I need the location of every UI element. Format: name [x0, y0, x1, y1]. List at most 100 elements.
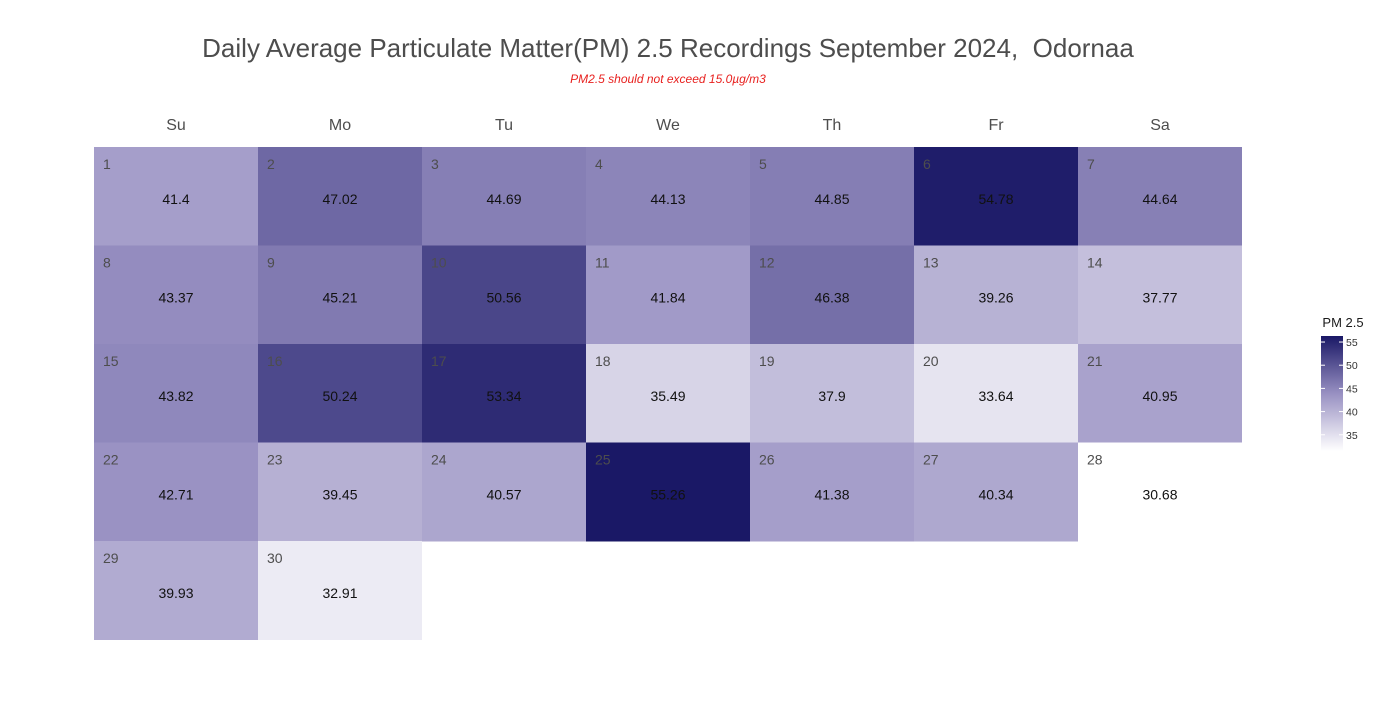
day-number: 22: [103, 452, 119, 468]
calendar-cell: 344.69: [422, 147, 586, 246]
cell-value-label: 37.77: [1142, 290, 1177, 306]
day-number: 14: [1087, 255, 1103, 271]
cell-value-label: 50.56: [486, 290, 521, 306]
day-number: 15: [103, 353, 119, 369]
legend-tick-label: 40: [1346, 407, 1358, 419]
day-number: 3: [431, 156, 439, 172]
cell-value-label: 44.85: [814, 191, 849, 207]
cell-value-label: 32.91: [322, 585, 357, 601]
cell-fill: [750, 245, 914, 345]
cell-value-label: 40.95: [1142, 388, 1177, 404]
cell-fill: [422, 344, 586, 443]
cell-value-label: 41.84: [650, 290, 685, 306]
weekday-label-sa: Sa: [1150, 117, 1170, 134]
cell-value-label: 50.24: [322, 388, 357, 404]
day-number: 5: [759, 156, 767, 172]
legend-title: PM 2.5: [1322, 315, 1363, 330]
cell-fill: [914, 147, 1078, 246]
day-number: 2: [267, 156, 275, 172]
day-number: 18: [595, 353, 611, 369]
cell-fill: [1078, 344, 1242, 443]
day-number: 8: [103, 255, 111, 271]
cell-value-label: 54.78: [978, 191, 1013, 207]
cell-fill: [258, 541, 422, 640]
cell-value-label: 46.38: [814, 290, 849, 306]
cell-fill: [94, 147, 258, 246]
day-number: 21: [1087, 353, 1103, 369]
day-number: 28: [1087, 452, 1103, 468]
day-number: 26: [759, 452, 775, 468]
day-number: 23: [267, 452, 283, 468]
cell-fill: [586, 147, 750, 246]
day-number: 27: [923, 452, 939, 468]
day-number: 19: [759, 353, 775, 369]
cell-value-label: 44.64: [1142, 191, 1177, 207]
legend-tick-label: 35: [1346, 430, 1358, 442]
calendar-cell: 17 53.34: [422, 344, 586, 443]
calendar-cell: 16 50.24: [258, 344, 422, 443]
calendar-cell: 19 37.9: [750, 344, 914, 443]
cell-value-label: 41.38: [814, 487, 849, 503]
cell-fill: [914, 442, 1078, 542]
cell-value-label: 42.71: [158, 487, 193, 503]
calendar-cell: 11 41.84: [586, 245, 750, 345]
day-number: 20: [923, 353, 939, 369]
cell-fill: [422, 442, 586, 542]
day-number: 7: [1087, 156, 1095, 172]
cell-value-label: 39.93: [158, 585, 193, 601]
cell-value-label: 44.69: [486, 191, 521, 207]
chart-title: Daily Average Particulate Matter(PM) 2.5…: [202, 33, 1134, 63]
legend-tick-label: 50: [1346, 360, 1358, 372]
day-number: 6: [923, 156, 931, 172]
cell-fill: [422, 245, 586, 345]
day-number: 30: [267, 550, 283, 566]
day-number: 12: [759, 255, 775, 271]
day-number: 25: [595, 452, 611, 468]
day-number: 4: [595, 156, 603, 172]
cell-fill: [586, 442, 750, 542]
cell-fill: [750, 147, 914, 246]
cell-value-label: 47.02: [322, 191, 357, 207]
calendar-cell: 21 40.95: [1078, 344, 1242, 443]
cell-fill: [94, 541, 258, 640]
cell-value-label: 53.34: [486, 388, 521, 404]
cell-fill: [750, 344, 914, 443]
weekday-label-tu: Tu: [495, 117, 513, 134]
cell-value-label: 35.49: [650, 388, 685, 404]
calendar-cell: 24 40.57: [422, 442, 586, 542]
color-legend: PM 2.5 35 40 45 50 55: [1321, 315, 1364, 451]
legend-colorbar: [1321, 336, 1343, 451]
cell-fill: [258, 245, 422, 345]
cell-fill: [94, 344, 258, 443]
cell-fill: [422, 147, 586, 246]
cell-value-label: 39.26: [978, 290, 1013, 306]
cell-value-label: 40.34: [978, 487, 1013, 503]
day-number: 11: [595, 255, 610, 271]
day-number: 10: [431, 255, 447, 271]
cell-fill: [258, 442, 422, 542]
cell-value-label: 33.64: [978, 388, 1013, 404]
cell-value-label: 43.82: [158, 388, 193, 404]
calendar-cell: 25 55.26: [586, 442, 750, 542]
day-number: 16: [267, 353, 283, 369]
calendar-cell: 444.13: [586, 147, 750, 246]
cell-fill: [586, 245, 750, 345]
calendar-cell: 22 42.71: [94, 442, 258, 542]
calendar-cell: 29 39.93: [94, 541, 258, 640]
calendar-cell: 744.64: [1078, 147, 1242, 246]
calendar-cell: 18 35.49: [586, 344, 750, 443]
cell-fill: [1078, 442, 1242, 542]
calendar-cell: 247.02: [258, 147, 422, 246]
cell-value-label: 55.26: [650, 487, 685, 503]
calendar-cell: 14 37.77: [1078, 245, 1242, 345]
cell-value-label: 43.37: [158, 290, 193, 306]
cell-fill: [1078, 245, 1242, 345]
cell-fill: [914, 245, 1078, 345]
cell-fill: [750, 442, 914, 542]
calendar-cell: 13 39.26: [914, 245, 1078, 345]
legend-tick-label: 55: [1346, 337, 1358, 349]
calendar-cell: 843.37: [94, 245, 258, 345]
cell-fill: [1078, 147, 1242, 246]
cell-value-label: 40.57: [486, 487, 521, 503]
